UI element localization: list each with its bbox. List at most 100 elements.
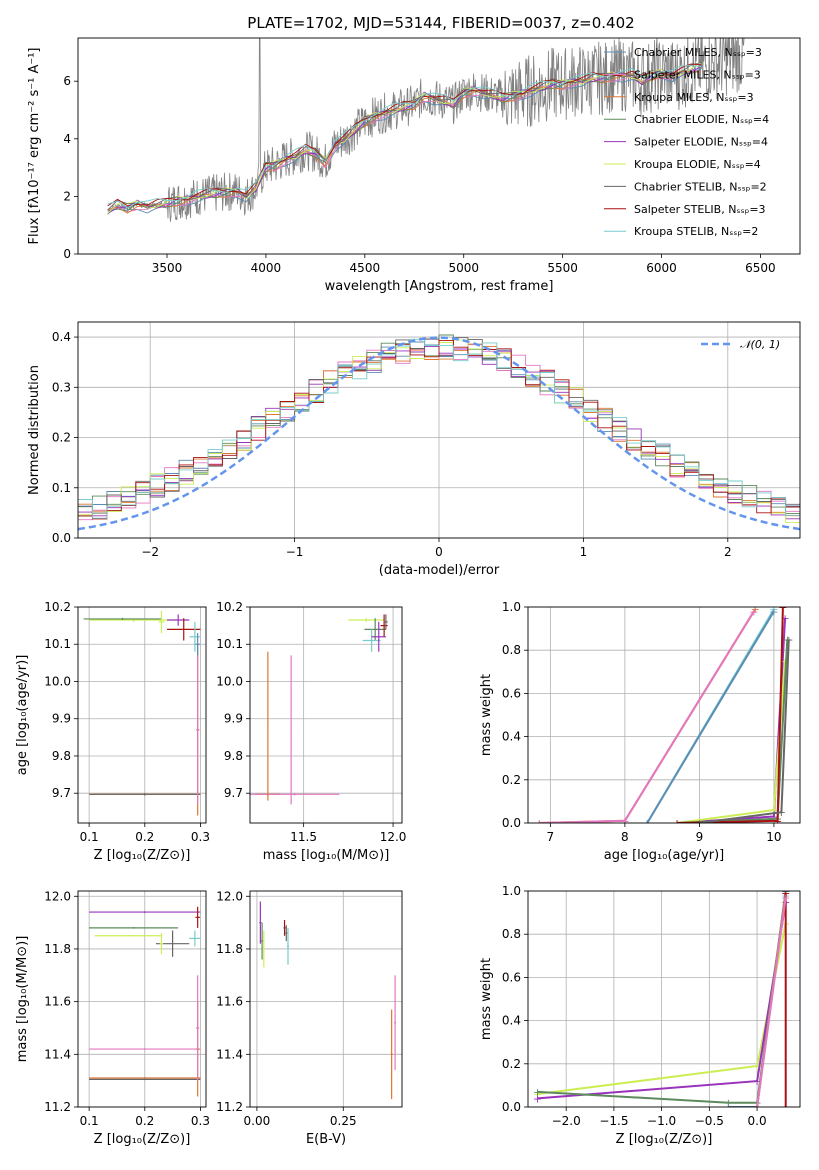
y-tick-label: 10.1	[216, 637, 243, 651]
mass-weight-marker: +	[769, 804, 778, 817]
mass-weight-marker: +	[778, 601, 787, 614]
x-axis-label: age [log₁₀(age/yr)]	[604, 848, 725, 863]
mass-weight-line	[539, 610, 755, 823]
y-tick-label: 0.0	[52, 531, 71, 545]
legend-entry: 𝒩(0, 1)	[740, 338, 780, 351]
y-tick-label: 0.2	[502, 1057, 521, 1071]
plot-area-residuals	[78, 322, 800, 538]
axes-mass_vs_Z: 0.1 0.2 0.3 11.2 11.4 11.6 11.8 12.0 Z [log₁₀(Z/…	[15, 889, 210, 1147]
y-tick-label: 1.0	[502, 600, 521, 614]
mass-weight-marker: +	[769, 605, 778, 618]
y-tick-label: 0.6	[502, 970, 521, 984]
plot-area-spectrum	[107, 38, 745, 222]
y-tick-label: 6	[63, 74, 71, 88]
mass-weight-marker: +	[643, 817, 652, 830]
mass-weight-marker: +	[781, 891, 790, 904]
mass-weight-marker: +	[781, 887, 790, 900]
mass-weight-marker: +	[769, 811, 778, 824]
x-tick-label: 1	[580, 545, 588, 559]
x-tick-label: 6000	[646, 261, 677, 275]
y-tick-label: 11.6	[216, 995, 243, 1009]
axes-mass_vs_ebv: 0.00 0.25 11.2 11.4 11.6 11.8 12.0 E(B-V)	[216, 889, 403, 1147]
plot-area-age_vs_Z	[78, 607, 206, 823]
axes-weight_vs_age: + +++ +++++++ ++++++ +++ +++++7 8 9 10 0.0 0.2 0.4 0…	[479, 600, 801, 863]
y-tick-label: 10.0	[216, 674, 243, 688]
mass-weight-marker: +	[643, 817, 652, 830]
x-axis-label: Z [log₁₀(Z/Z⊙)]	[94, 848, 191, 863]
mass-weight-marker: +	[780, 612, 789, 625]
mass-weight-marker: +	[752, 1075, 761, 1088]
plot-area-weight_vs_Z: ++++++++ +++ ++++++++++	[528, 887, 800, 1107]
x-tick-label: 0.00	[244, 1114, 271, 1128]
mass-weight-marker: +	[535, 817, 544, 830]
axes-frame	[249, 606, 403, 824]
x-tick-label: 12.0	[380, 830, 407, 844]
y-tick-label: 0.2	[52, 431, 71, 445]
y-tick-label: 9.9	[224, 712, 243, 726]
mass-weight-line	[676, 639, 789, 823]
plot-area-age_vs_mass	[250, 607, 402, 823]
x-tick-label: 3500	[152, 261, 183, 275]
axes-frame	[77, 321, 801, 539]
x-tick-label: −1.0	[647, 1114, 676, 1128]
mass-weight-marker: +	[672, 817, 681, 830]
x-tick-label: 0.25	[330, 1114, 357, 1128]
x-tick-label: 4500	[350, 261, 381, 275]
mass-weight-line	[756, 897, 787, 1107]
y-tick-label: 2	[63, 189, 71, 203]
spectrum-legend: Chabrier MILES, Nₛₛₚ=3 Salpeter MILES, Nₛ…	[604, 46, 769, 238]
mass-weight-marker: +	[535, 817, 544, 830]
y-tick-label: 0	[63, 247, 71, 261]
model-spectrum-line-3	[107, 70, 702, 214]
x-tick-label: 5500	[547, 261, 578, 275]
axes-frame	[527, 606, 801, 824]
y-tick-label: 0.3	[52, 380, 71, 394]
mass-weight-marker: +	[672, 817, 681, 830]
mass-weight-line	[676, 607, 784, 823]
x-tick-label: 0.1	[80, 830, 99, 844]
x-axis-label: Z [log₁₀(Z/Z⊙)]	[94, 1132, 191, 1147]
residual-legend: 𝒩(0, 1)	[701, 338, 780, 351]
legend-entry: Salpeter STELIB, Nₛₛₚ=3	[634, 203, 766, 216]
residual-histogram-8	[78, 339, 800, 520]
mass-weight-marker: +	[752, 1060, 761, 1073]
mass-weight-line	[676, 660, 787, 823]
y-axis-label: mass [log₁₀(M/M⊙)]	[15, 936, 30, 1063]
model-spectrum-line-5	[107, 65, 702, 214]
mass-weight-marker: +	[751, 603, 760, 616]
y-tick-label: 12.0	[216, 889, 243, 903]
y-tick-label: 10.0	[44, 674, 71, 688]
x-tick-label: −2.0	[552, 1114, 581, 1128]
y-axis-label: mass weight	[479, 958, 494, 1040]
plot-area-mass_vs_ebv	[250, 891, 402, 1107]
mass-weight-marker: +	[777, 806, 786, 819]
y-tick-label: 11.4	[216, 1047, 243, 1061]
legend-entry: Chabrier ELODIE, Nₛₛₚ=4	[634, 113, 769, 126]
mass-weight-line	[539, 608, 757, 823]
x-tick-label: 0.0	[748, 1114, 767, 1128]
model-spectrum-line-8	[107, 63, 702, 207]
axes-age_vs_Z: 0.1 0.2 0.3 9.7 9.8 9.9 10.0 10.1 10.2 Z [log₁₀(Z…	[15, 600, 210, 863]
x-tick-label: 0.2	[135, 830, 154, 844]
mass-weight-marker: +	[672, 817, 681, 830]
legend-entry: Salpeter ELODIE, Nₛₛₚ=4	[634, 136, 768, 149]
mass-weight-marker: +	[780, 655, 789, 668]
y-tick-label: 0.8	[502, 927, 521, 941]
normal-pdf-line	[78, 336, 800, 531]
y-tick-label: 0.0	[502, 1100, 521, 1114]
mass-weight-marker: +	[695, 817, 704, 830]
mass-weight-marker: +	[533, 1086, 542, 1099]
figure-title: PLATE=1702, MJD=53144, FIBERID=0037, z=0…	[247, 14, 634, 32]
y-tick-label: 10.2	[216, 600, 243, 614]
mass-weight-marker: +	[533, 1092, 542, 1105]
y-tick-label: 11.2	[44, 1100, 71, 1114]
legend-entry: Kroupa STELIB, Nₛₛₚ=2	[634, 225, 758, 238]
y-tick-label: 11.8	[216, 942, 243, 956]
y-tick-label: 0.4	[52, 330, 71, 344]
x-tick-label: 9	[696, 830, 704, 844]
x-axis-label: E(B-V)	[306, 1132, 346, 1147]
mass-weight-marker: +	[749, 605, 758, 618]
legend-entry: Chabrier MILES, Nₛₛₚ=3	[634, 46, 762, 59]
model-spectrum-line-9	[107, 65, 702, 209]
